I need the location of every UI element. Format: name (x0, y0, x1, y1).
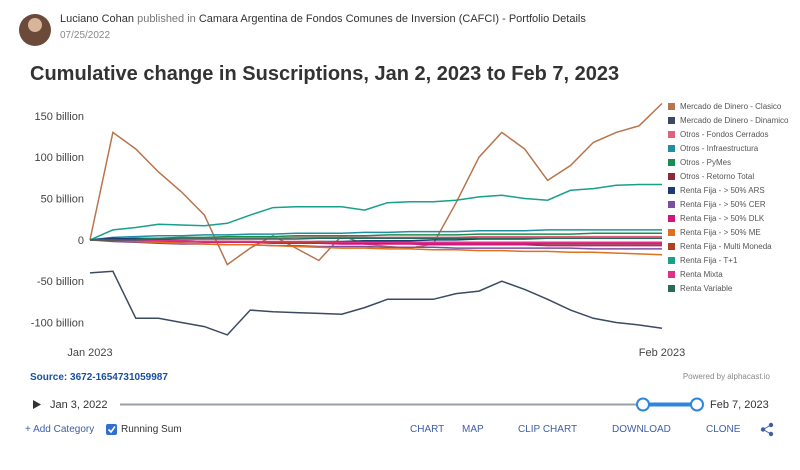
legend-swatch (668, 117, 675, 124)
series-line (90, 239, 662, 244)
legend-swatch (668, 257, 675, 264)
y-tick-label: 50 billion (41, 194, 84, 206)
legend-swatch (668, 201, 675, 208)
toolbar-button[interactable]: DOWNLOAD (612, 424, 671, 435)
toolbar-button[interactable]: CLONE (706, 424, 741, 435)
legend-item[interactable]: Renta Fija - > 50% DLK (668, 214, 796, 224)
legend: Mercado de Dinero - Clasico Mercado de Di… (668, 102, 796, 298)
legend-item[interactable]: Otros - Infraestructura (668, 144, 796, 154)
legend-label: Renta Fija - > 50% DLK (680, 214, 765, 223)
legend-label: Renta Mixta (680, 270, 723, 279)
y-tick-label: -50 billion (37, 276, 84, 288)
series-line (89, 239, 663, 256)
legend-item[interactable]: Mercado de Dinero - Clasico (668, 102, 796, 112)
series-line (90, 237, 662, 241)
check-mark (107, 426, 116, 434)
published-in: published in (137, 13, 196, 25)
running-sum[interactable]: Running Sum (121, 424, 182, 435)
plot: -100 billion -50 billion 0 50 billion 100 bi… (31, 102, 685, 359)
legend-swatch (668, 229, 675, 236)
legend-swatch (668, 187, 675, 194)
legend-swatch (668, 215, 675, 222)
powered-by: Powered by alphacast.io (683, 372, 771, 381)
checkbox[interactable] (106, 424, 117, 435)
legend-item[interactable]: Renta Variable (668, 284, 796, 294)
legend-label: Renta Variable (680, 284, 733, 293)
y-tick-label: -100 billion (31, 317, 84, 329)
y-tick-label: 150 billion (34, 111, 84, 123)
chart-title: Cumulative change in Suscriptions, Jan 2… (30, 63, 619, 85)
series-line (89, 102, 663, 266)
avatar-face (28, 18, 42, 32)
toolbar-button[interactable]: CHART (410, 424, 445, 435)
legend-swatch (668, 131, 675, 138)
legend-item[interactable]: Renta Mixta (668, 270, 796, 280)
legend-swatch (668, 145, 675, 152)
add-category[interactable]: + Add Category (25, 424, 95, 435)
range-start: Jan 3, 2022 (50, 399, 108, 411)
legend-item[interactable]: Mercado de Dinero - Dinamico (668, 116, 796, 126)
legend-swatch (668, 243, 675, 250)
play-button[interactable] (33, 400, 41, 409)
legend-item[interactable]: Otros - Retorno Total (668, 172, 796, 182)
legend-label: Renta Fija - > 50% CER (680, 200, 766, 209)
legend-item[interactable]: Otros - PyMes (668, 158, 796, 168)
legend-item[interactable]: Otros - Fondos Cerrados (668, 130, 796, 140)
legend-item[interactable]: Renta Fija - Multi Moneda (668, 242, 796, 252)
legend-label: Otros - Fondos Cerrados (680, 130, 769, 139)
source: Source: 3672-1654731059987 (30, 372, 168, 383)
series-line (89, 270, 663, 336)
y-tick-label: 100 billion (34, 152, 84, 164)
x-tick-label: Feb 2023 (639, 347, 685, 359)
series-line (89, 229, 662, 241)
range-end: Feb 7, 2023 (710, 399, 769, 411)
legend-label: Renta Fija - > 50% ME (680, 228, 761, 237)
legend-swatch (668, 103, 675, 110)
series-line (89, 183, 662, 241)
publish-date: 07/25/2022 (60, 30, 111, 41)
legend-item[interactable]: Renta Fija - T+1 (668, 256, 796, 266)
legend-label: Renta Fija - Multi Moneda (680, 242, 772, 251)
legend-label: Otros - Retorno Total (680, 172, 755, 181)
slider-handle[interactable] (690, 397, 704, 412)
toolbar-button[interactable]: MAP (462, 424, 484, 435)
legend-label: Renta Fija - T+1 (680, 256, 738, 265)
legend-swatch (668, 285, 675, 292)
series-line (89, 232, 662, 241)
legend-label: Mercado de Dinero - Dinamico (680, 116, 789, 125)
author[interactable]: Luciano Cohan (60, 13, 135, 25)
legend-label: Otros - PyMes (680, 158, 732, 167)
share-icon[interactable] (760, 422, 774, 437)
toolbar-button[interactable]: CLIP CHART (518, 424, 578, 435)
slider-handle[interactable] (636, 397, 650, 412)
x-tick-label: Jan 2023 (67, 347, 112, 359)
legend-swatch (668, 159, 675, 166)
legend-swatch (668, 173, 675, 180)
y-tick-label: 0 (78, 235, 84, 247)
legend-item[interactable]: Renta Fija - > 50% ME (668, 228, 796, 238)
legend-item[interactable]: Renta Fija - > 50% ARS (668, 186, 796, 196)
legend-label: Mercado de Dinero - Clasico (680, 102, 782, 111)
series-line (89, 235, 662, 241)
legend-swatch (668, 271, 675, 278)
legend-item[interactable]: Renta Fija - > 50% CER (668, 200, 796, 210)
legend-label: Otros - Infraestructura (680, 144, 759, 153)
byline: Luciano Cohan published in Camara Argent… (60, 13, 586, 25)
legend-label: Renta Fija - > 50% ARS (680, 186, 765, 195)
publisher[interactable]: Camara Argentina de Fondos Comunes de In… (198, 13, 586, 25)
